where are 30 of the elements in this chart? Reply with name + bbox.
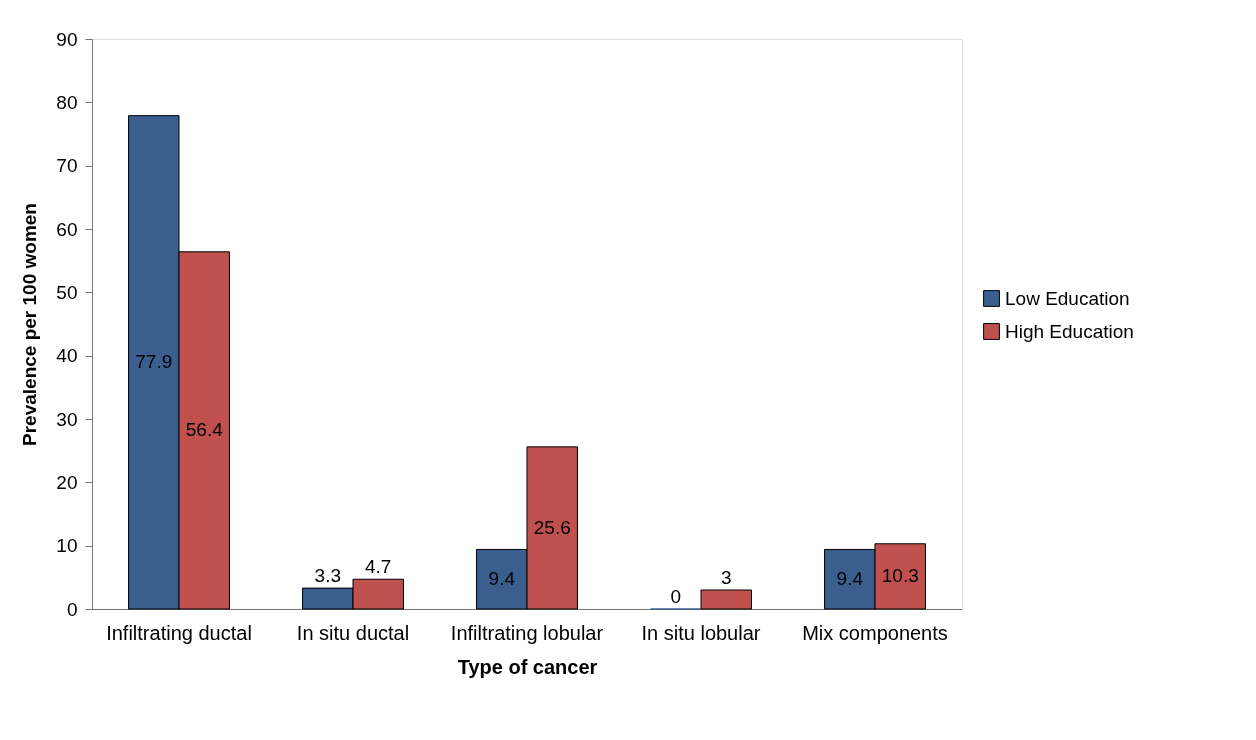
y-tick-label: 30 — [56, 408, 78, 430]
y-tick-label: 50 — [56, 281, 78, 303]
x-tick-label: Infiltrating lobular — [450, 621, 604, 644]
legend-label: High Education — [1005, 320, 1134, 342]
x-tick-label: In situ ductal — [296, 621, 410, 644]
y-tick-label: 10 — [56, 535, 78, 557]
x-tick-label: Infiltrating ductal — [106, 621, 252, 644]
data-label: 9.4 — [488, 568, 516, 590]
y-tick-label: 70 — [56, 155, 78, 177]
y-axis-title: Prevalence per 100 women — [19, 203, 41, 446]
y-tick-label: 80 — [56, 91, 78, 113]
x-tick-label: Mix components — [802, 621, 948, 644]
y-tick-label: 20 — [56, 471, 78, 493]
bar — [700, 589, 752, 610]
data-label: 25.6 — [533, 516, 571, 538]
x-tick-label: In situ lobular — [641, 621, 761, 644]
y-tick-label: 0 — [66, 598, 78, 620]
y-tick-label: 40 — [56, 345, 78, 367]
y-tick-label: 90 — [56, 28, 78, 50]
data-label: 77.9 — [135, 351, 173, 373]
data-label: 0 — [670, 586, 682, 607]
data-label: 3.3 — [314, 565, 341, 587]
data-label: 3 — [720, 567, 732, 588]
data-label: 56.4 — [185, 419, 224, 441]
x-axis-title: Type of cancer — [457, 655, 598, 678]
data-label: 10.3 — [881, 565, 919, 587]
data-label: 9.4 — [836, 568, 864, 590]
legend-label: Low Education — [1005, 287, 1130, 309]
data-label: 4.7 — [365, 556, 392, 578]
y-tick-label: 60 — [56, 218, 78, 240]
